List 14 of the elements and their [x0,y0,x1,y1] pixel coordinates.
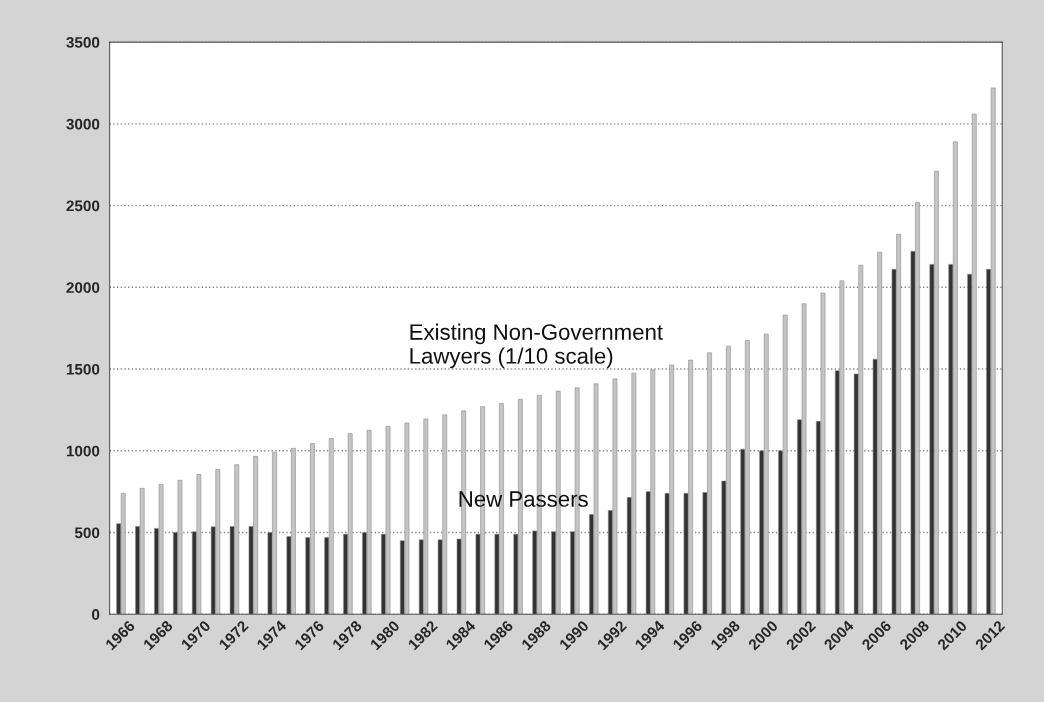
bar [801,303,807,615]
y-tick-label: 500 [74,527,100,539]
y-tick-label: 3000 [66,118,100,130]
y-tick-label: 3500 [66,36,100,48]
y-tick-label: 0 [92,609,100,620]
y-tick-label: 2500 [66,200,100,212]
bar [215,469,221,615]
y-tick-label: 2000 [66,282,100,293]
bar [120,493,126,615]
series-label: New Passers [459,491,588,507]
y-tick-label: 1000 [66,445,100,457]
series-label: Existing Non-Government Lawyers (1/10 scale) [410,323,663,369]
bar [385,425,391,615]
y-tick-label: 1500 [66,363,100,375]
